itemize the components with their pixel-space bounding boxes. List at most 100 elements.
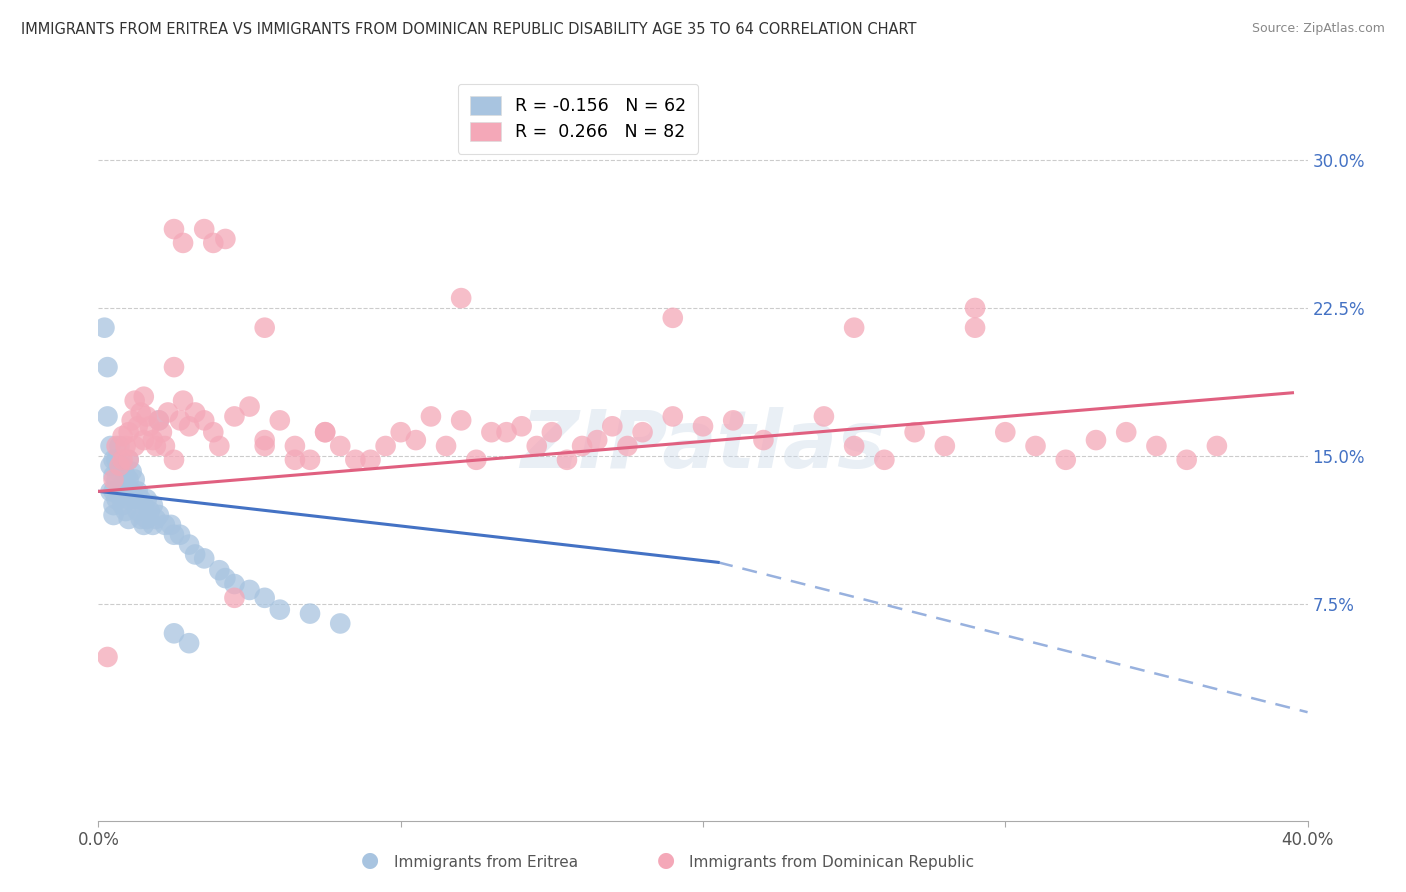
- Point: [1144, 439, 1167, 453]
- Point: [179, 419, 201, 434]
- Point: [163, 626, 186, 640]
- Point: [96, 409, 118, 424]
- Point: [129, 512, 152, 526]
- Point: [105, 452, 128, 467]
- Point: [389, 425, 412, 440]
- Text: Source: ZipAtlas.com: Source: ZipAtlas.com: [1251, 22, 1385, 36]
- Point: [100, 484, 122, 499]
- Point: [450, 291, 472, 305]
- Point: [105, 473, 128, 487]
- Point: [103, 452, 125, 467]
- Point: [314, 425, 336, 440]
- Point: [93, 320, 115, 334]
- Point: [103, 468, 125, 483]
- Point: [142, 498, 165, 512]
- Point: [904, 425, 927, 440]
- Legend: R = -0.156   N = 62, R =  0.266   N = 82: R = -0.156 N = 62, R = 0.266 N = 82: [458, 84, 699, 153]
- Point: [586, 433, 609, 447]
- Point: [193, 551, 215, 566]
- Point: [239, 582, 262, 597]
- Point: [124, 492, 146, 507]
- Point: [108, 488, 131, 502]
- Point: [153, 439, 176, 453]
- Point: [103, 508, 125, 522]
- Text: Immigrants from Eritrea: Immigrants from Eritrea: [394, 855, 578, 870]
- Point: [114, 439, 136, 453]
- Point: [103, 484, 125, 499]
- Point: [96, 650, 118, 665]
- Point: [124, 473, 146, 487]
- Point: [121, 484, 143, 499]
- Point: [135, 409, 157, 424]
- Point: [121, 465, 143, 479]
- Point: [118, 473, 141, 487]
- Point: [172, 393, 194, 408]
- Point: [108, 458, 131, 473]
- Point: [145, 439, 167, 453]
- Point: [844, 439, 866, 453]
- Point: [540, 425, 562, 440]
- Point: [1115, 425, 1137, 440]
- Point: [148, 508, 170, 522]
- Point: [299, 452, 322, 467]
- Point: [1206, 439, 1229, 453]
- Point: [100, 458, 122, 473]
- Point: [661, 310, 683, 325]
- Point: [602, 419, 624, 434]
- Point: [965, 320, 987, 334]
- Point: [193, 222, 215, 236]
- Point: [103, 473, 125, 487]
- Point: [329, 616, 352, 631]
- Point: [214, 571, 236, 585]
- Point: [153, 517, 176, 532]
- Point: [163, 452, 186, 467]
- Point: [253, 591, 276, 605]
- Point: [208, 439, 231, 453]
- Point: [118, 452, 141, 467]
- Point: [202, 425, 225, 440]
- Point: [169, 413, 191, 427]
- Text: ●: ●: [657, 850, 675, 870]
- Point: [344, 452, 367, 467]
- Point: [118, 452, 141, 467]
- Point: [405, 433, 427, 447]
- Point: [150, 425, 173, 440]
- Point: [495, 425, 517, 440]
- Point: [163, 222, 186, 236]
- Point: [269, 602, 291, 616]
- Point: [142, 433, 165, 447]
- Point: [224, 577, 246, 591]
- Text: IMMIGRANTS FROM ERITREA VS IMMIGRANTS FROM DOMINICAN REPUBLIC DISABILITY AGE 35 : IMMIGRANTS FROM ERITREA VS IMMIGRANTS FR…: [21, 22, 917, 37]
- Point: [1024, 439, 1046, 453]
- Point: [965, 301, 987, 315]
- Point: [111, 452, 134, 467]
- Point: [184, 405, 207, 419]
- Point: [169, 527, 191, 541]
- Point: [127, 484, 149, 499]
- Point: [132, 390, 155, 404]
- Point: [121, 413, 143, 427]
- Point: [994, 425, 1017, 440]
- Point: [139, 504, 162, 518]
- Point: [420, 409, 443, 424]
- Point: [253, 320, 276, 334]
- Point: [124, 439, 146, 453]
- Point: [114, 484, 136, 499]
- Point: [631, 425, 654, 440]
- Point: [172, 235, 194, 250]
- Point: [253, 433, 276, 447]
- Point: [145, 512, 167, 526]
- Point: [96, 360, 118, 375]
- Point: [193, 413, 215, 427]
- Point: [450, 413, 472, 427]
- Point: [284, 452, 307, 467]
- Point: [139, 419, 162, 434]
- Point: [208, 563, 231, 577]
- Point: [214, 232, 236, 246]
- Point: [1175, 452, 1198, 467]
- Point: [555, 452, 578, 467]
- Point: [616, 439, 638, 453]
- Point: [148, 413, 170, 427]
- Point: [114, 504, 136, 518]
- Point: [127, 504, 149, 518]
